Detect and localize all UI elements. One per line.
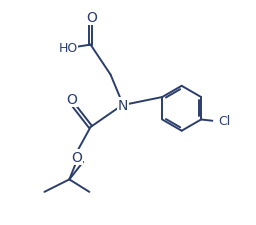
Text: N: N (118, 98, 128, 112)
Text: HO: HO (58, 41, 78, 54)
Text: O: O (66, 93, 77, 107)
Text: O: O (71, 150, 82, 164)
Text: O: O (86, 11, 97, 25)
Text: Cl: Cl (218, 115, 230, 128)
